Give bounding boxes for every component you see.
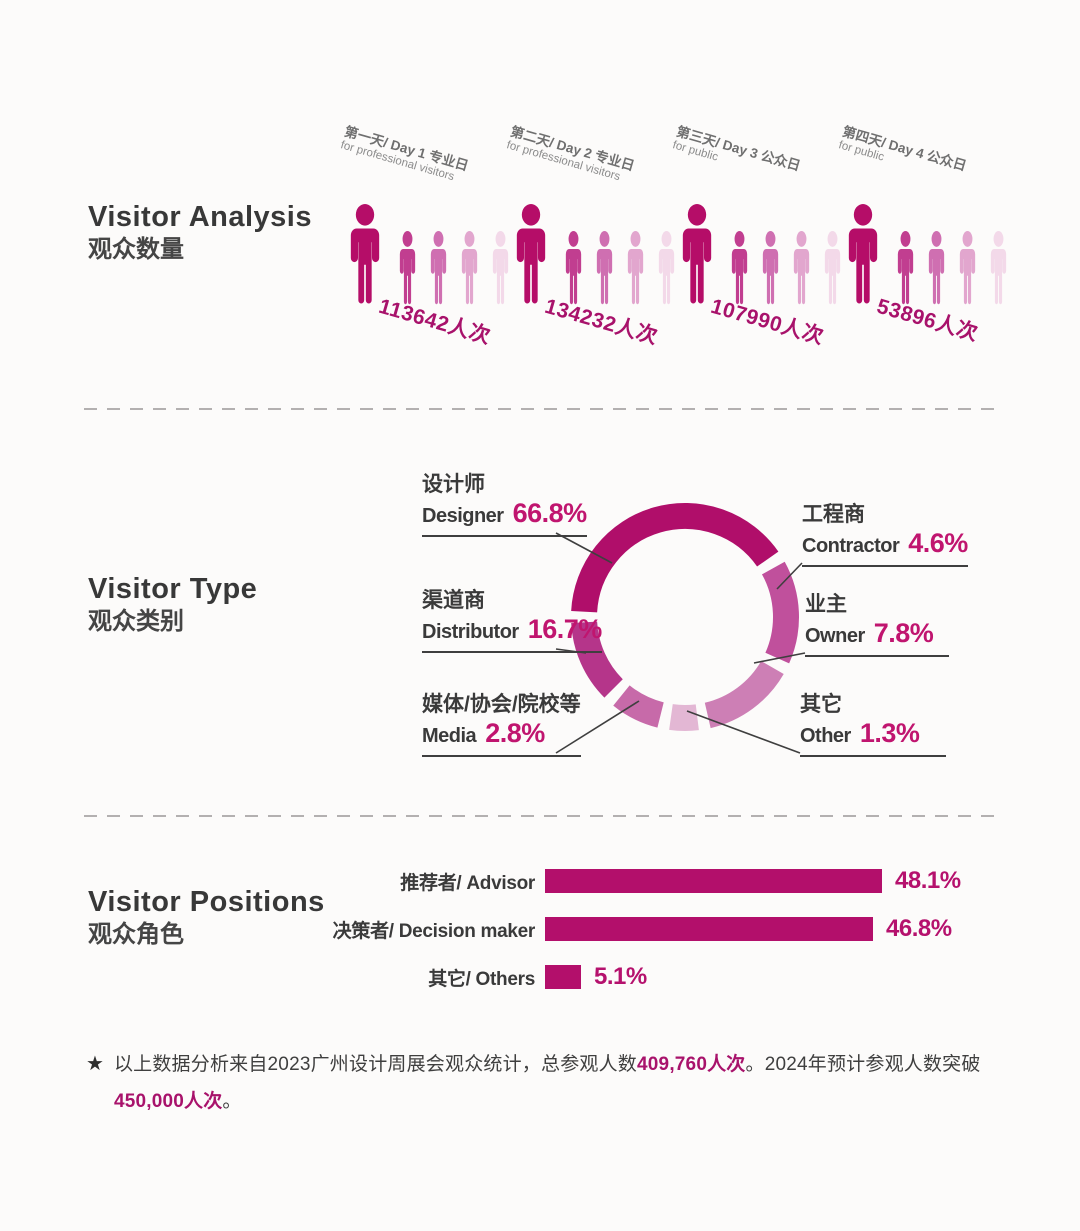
day-group-3: 第三天/ Day 3 公众日 for public 107990人次 (670, 108, 840, 370)
contractor-label-zh: 工程商 (802, 503, 865, 526)
person-icon (985, 231, 1012, 306)
others-value: 5.1% (594, 963, 647, 990)
other-label-zh: 其它 (800, 693, 842, 716)
callout-line (776, 562, 803, 590)
decision-maker-bar (545, 917, 873, 941)
donut-label-designer: 设计师 Designer 66.8% (422, 472, 587, 537)
designer-label-zh: 设计师 (422, 473, 485, 496)
others-label: 其它/ Others (428, 968, 535, 990)
bar-row-others: 其它/ Others 5.1% (0, 963, 1080, 990)
visitor-analysis-title: Visitor Analysis 观众数量 (88, 200, 312, 266)
footnote-part2: 。2024年预计参观人数突破 (745, 1054, 981, 1075)
day-4-label: 第四天/ Day 4 公众日 for public (837, 120, 1009, 198)
other-label-en: Other (800, 725, 851, 747)
other-percent: 1.3% (859, 718, 920, 748)
person-icon (456, 231, 483, 306)
distributor-label-en: Distributor (422, 621, 519, 643)
donut-segment-designer (571, 503, 779, 613)
owner-label-zh: 业主 (805, 593, 847, 616)
person-icon (340, 204, 390, 306)
media-percent: 2.8% (485, 718, 545, 748)
callout-line (555, 700, 640, 754)
decision-maker-label: 决策者/ Decision maker (332, 920, 536, 942)
media-label-zh: 媒体/协会/院校等 (422, 693, 581, 716)
day-3-people-pictogram (672, 202, 846, 306)
person-icon (757, 231, 784, 306)
donut-segment-other (669, 704, 699, 731)
day-group-1: 第一天/ Day 1 专业日 for professional visitors… (338, 108, 508, 370)
owner-label-en: Owner (805, 625, 865, 647)
day-1-people-pictogram (340, 202, 514, 306)
person-icon (788, 231, 815, 306)
media-label-en: Media (422, 725, 477, 747)
footnote: ★ 以上数据分析来自2023广州设计周展会观众统计，总参观人数409,760人次… (86, 1046, 998, 1120)
footnote-total-visitors: 409,760人次 (637, 1054, 746, 1075)
owner-percent: 7.8% (873, 618, 934, 648)
distributor-label-zh: 渠道商 (422, 589, 485, 612)
day-3-label: 第三天/ Day 3 公众日 for public (671, 120, 843, 198)
donut-label-owner: 业主 Owner 7.8% (805, 592, 949, 657)
day-group-4: 第四天/ Day 4 公众日 for public 53896人次 (836, 108, 1006, 370)
day-group-2: 第二天/ Day 2 专业日 for professional visitors… (504, 108, 674, 370)
footnote-part1: 以上数据分析来自2023广州设计周展会观众统计，总参观人数 (113, 1054, 638, 1075)
visitor-positions-title-en: Visitor Positions (88, 886, 325, 918)
person-icon (425, 231, 452, 306)
callout-line (686, 710, 801, 754)
section-divider (84, 408, 996, 410)
person-icon (954, 231, 981, 306)
day-4-people-pictogram (838, 202, 1012, 306)
bar-row-decision-maker: 决策者/ Decision maker 46.8% (0, 915, 1080, 942)
day-2-people-pictogram (506, 202, 680, 306)
designer-percent: 66.8% (512, 498, 588, 528)
advisor-bar (545, 869, 882, 893)
advisor-value: 48.1% (895, 867, 961, 894)
donut-label-distributor: 渠道商 Distributor 16.7% (422, 588, 602, 653)
callout-line (555, 532, 613, 564)
callout-line (753, 652, 806, 664)
visitor-type-title: Visitor Type 观众类别 (88, 572, 257, 638)
donut-segment-contractor (761, 561, 799, 664)
contractor-label-en: Contractor (802, 535, 900, 557)
person-icon (923, 231, 950, 306)
person-icon (672, 204, 722, 306)
footnote-part3: 。 (222, 1091, 242, 1112)
visitor-type-title-en: Visitor Type (88, 573, 258, 605)
visitor-analysis-title-zh: 观众数量 (88, 236, 184, 263)
visitor-type-title-zh: 观众类别 (88, 608, 184, 635)
visitor-type-donut-chart (555, 503, 806, 754)
others-bar (545, 965, 581, 989)
bar-row-advisor: 推荐者/ Advisor 48.1% (0, 867, 1080, 894)
donut-label-media: 媒体/协会/院校等 Media 2.8% (422, 692, 581, 757)
person-icon (506, 204, 556, 306)
section-divider (84, 815, 996, 817)
advisor-label: 推荐者/ Advisor (400, 872, 535, 894)
contractor-percent: 4.6% (908, 528, 968, 558)
donut-segment-owner (704, 660, 784, 729)
person-icon (591, 231, 618, 306)
visitor-positions-title: Visitor Positions 观众角色 (88, 885, 325, 951)
person-icon (622, 231, 649, 306)
decision-maker-value: 46.8% (886, 915, 952, 942)
designer-label-en: Designer (422, 505, 504, 527)
distributor-percent: 16.7% (527, 614, 603, 644)
footnote-forecast-visitors: 450,000人次 (113, 1091, 223, 1112)
donut-segment-distributor (571, 621, 624, 698)
day-1-label: 第一天/ Day 1 专业日 for professional visitors (339, 120, 511, 198)
donut-label-other: 其它 Other 1.3% (800, 692, 946, 757)
donut-label-contractor: 工程商 Contractor 4.6% (802, 502, 968, 567)
person-icon (838, 204, 888, 306)
footnote-text: 以上数据分析来自2023广州设计周展会观众统计，总参观人数409,760人次。2… (114, 1046, 998, 1120)
day-2-label: 第二天/ Day 2 专业日 for professional visitors (505, 120, 677, 198)
visitor-positions-title-zh: 观众角色 (88, 921, 184, 948)
star-icon: ★ (86, 1053, 104, 1075)
donut-segment-media (613, 685, 665, 728)
visitor-analysis-title-en: Visitor Analysis (88, 201, 312, 233)
